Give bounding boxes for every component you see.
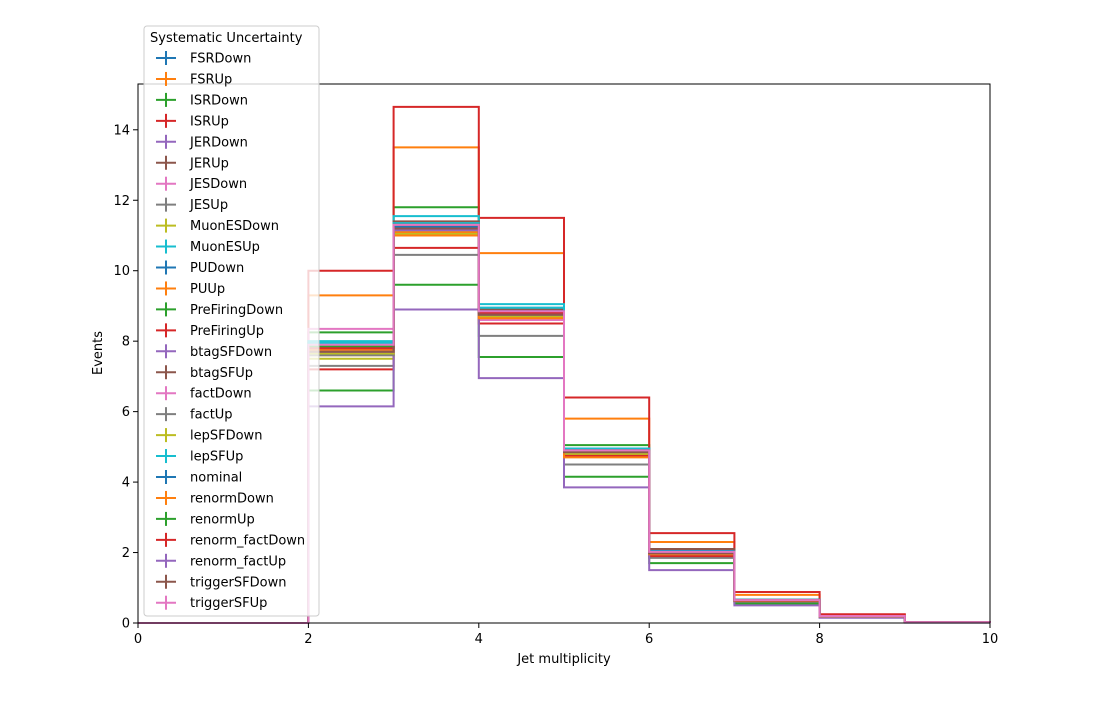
legend-entry-triggerSFDown: triggerSFDown (156, 574, 286, 590)
legend-entry-JESUp: JESUp (156, 197, 228, 213)
legend-box (143, 25, 320, 617)
legend-entry-JESDown: JESDown (156, 176, 247, 192)
x-tick-label: 4 (475, 632, 483, 647)
legend-label-lepSFUp: lepSFUp (190, 450, 243, 465)
legend-label-btagSFUp: btagSFUp (190, 366, 253, 381)
x-tick-label: 10 (982, 632, 999, 647)
legend-entry-FSRUp: FSRUp (156, 71, 232, 87)
x-tick-label: 8 (815, 632, 823, 647)
legend-entry-factUp: factUp (156, 407, 233, 423)
legend-label-renorm_factDown: renorm_factDown (190, 533, 305, 548)
plot-frame (137, 83, 991, 624)
legend-entry-MuonESUp: MuonESUp (156, 239, 260, 255)
legend-entry-FSRDown: FSRDown (156, 51, 251, 67)
legend-label-nominal: nominal (190, 471, 242, 486)
legend-entry-btagSFUp: btagSFUp (156, 365, 253, 381)
y-tick-label: 2 (122, 546, 130, 561)
legend-label-triggerSFUp: triggerSFUp (190, 596, 267, 611)
x-axis-title: Jet multiplicity (516, 652, 611, 667)
x-tick-label: 2 (304, 632, 312, 647)
legend-entry-lepSFDown: lepSFDown (156, 428, 262, 444)
legend-label-JERDown: JERDown (189, 135, 248, 150)
legend-entry-factDown: factDown (156, 386, 252, 402)
legend-entry-PUDown: PUDown (156, 260, 244, 276)
series-layer (138, 105, 991, 624)
legend-entry-renormDown: renormDown (156, 490, 274, 506)
legend-label-JERUp: JERUp (189, 156, 229, 171)
y-tick-label: 4 (122, 476, 130, 491)
legend-label-ISRDown: ISRDown (190, 93, 248, 108)
legend-label-MuonESUp: MuonESUp (190, 240, 260, 255)
series-line-btagSFDown (138, 308, 991, 624)
legend-entry-JERUp: JERUp (156, 155, 229, 171)
legend-entry-PUUp: PUUp (156, 281, 225, 297)
y-tick-label: 6 (122, 405, 130, 420)
legend-label-ISRUp: ISRUp (190, 114, 229, 129)
legend-label-MuonESDown: MuonESDown (190, 219, 279, 234)
legend-entry-PreFiringDown: PreFiringDown (156, 302, 283, 318)
y-tick-label: 14 (113, 123, 130, 138)
y-axis-ticks: 0 2 4 6 8 10 12 14 (113, 123, 138, 632)
legend-entries: FSRDown FSRUp ISRDown ISRUp JERDown JERUp JESD… (156, 51, 305, 611)
legend-entry-ISRUp: ISRUp (156, 113, 229, 129)
legend-entry-ISRDown: ISRDown (156, 92, 248, 108)
legend-label-JESUp: JESUp (189, 198, 228, 213)
legend-label-JESDown: JESDown (189, 177, 247, 192)
x-axis-ticks: 0 2 4 6 8 10 (134, 623, 998, 647)
legend-entry-JERDown: JERDown (156, 134, 248, 150)
legend-entry-btagSFDown: btagSFDown (156, 344, 272, 360)
x-tick-label: 6 (645, 632, 653, 647)
legend-entry-triggerSFUp: triggerSFUp (156, 595, 267, 611)
legend-label-factDown: factDown (190, 387, 252, 402)
legend-label-PUUp: PUUp (190, 282, 225, 297)
x-tick-label: 0 (134, 632, 142, 647)
y-tick-label: 8 (122, 335, 130, 350)
legend-label-FSRDown: FSRDown (190, 52, 251, 67)
legend-label-triggerSFDown: triggerSFDown (190, 575, 286, 590)
y-tick-label: 0 (122, 617, 130, 632)
legend-label-PreFiringDown: PreFiringDown (190, 303, 283, 318)
series-line-triggerSFUp (138, 223, 991, 624)
y-axis-title: Events (91, 331, 106, 375)
legend-label-factUp: factUp (190, 408, 233, 423)
legend-label-renormUp: renormUp (190, 512, 255, 527)
legend: Systematic Uncertainty FSRDown FSRUp ISRDo… (143, 25, 320, 617)
legend-entry-lepSFUp: lepSFUp (156, 449, 243, 465)
legend-label-PUDown: PUDown (190, 261, 244, 276)
legend-label-lepSFDown: lepSFDown (190, 429, 262, 444)
series-line-ISRUp (138, 105, 991, 624)
legend-label-btagSFDown: btagSFDown (190, 345, 272, 360)
legend-entry-PreFiringUp: PreFiringUp (156, 323, 264, 339)
legend-label-FSRUp: FSRUp (190, 72, 232, 87)
legend-entry-nominal: nominal (156, 470, 242, 486)
legend-entry-renorm_factUp: renorm_factUp (156, 553, 286, 569)
axes-layer (137, 83, 991, 624)
legend-label-renormDown: renormDown (190, 491, 274, 506)
y-tick-label: 12 (113, 194, 130, 209)
legend-title: Systematic Uncertainty (150, 31, 303, 46)
legend-entry-MuonESDown: MuonESDown (156, 218, 279, 234)
y-tick-label: 10 (113, 264, 130, 279)
legend-label-PreFiringUp: PreFiringUp (190, 324, 264, 339)
legend-entry-renorm_factDown: renorm_factDown (156, 532, 305, 548)
legend-label-renorm_factUp: renorm_factUp (190, 554, 286, 569)
legend-entry-renormUp: renormUp (156, 511, 255, 527)
